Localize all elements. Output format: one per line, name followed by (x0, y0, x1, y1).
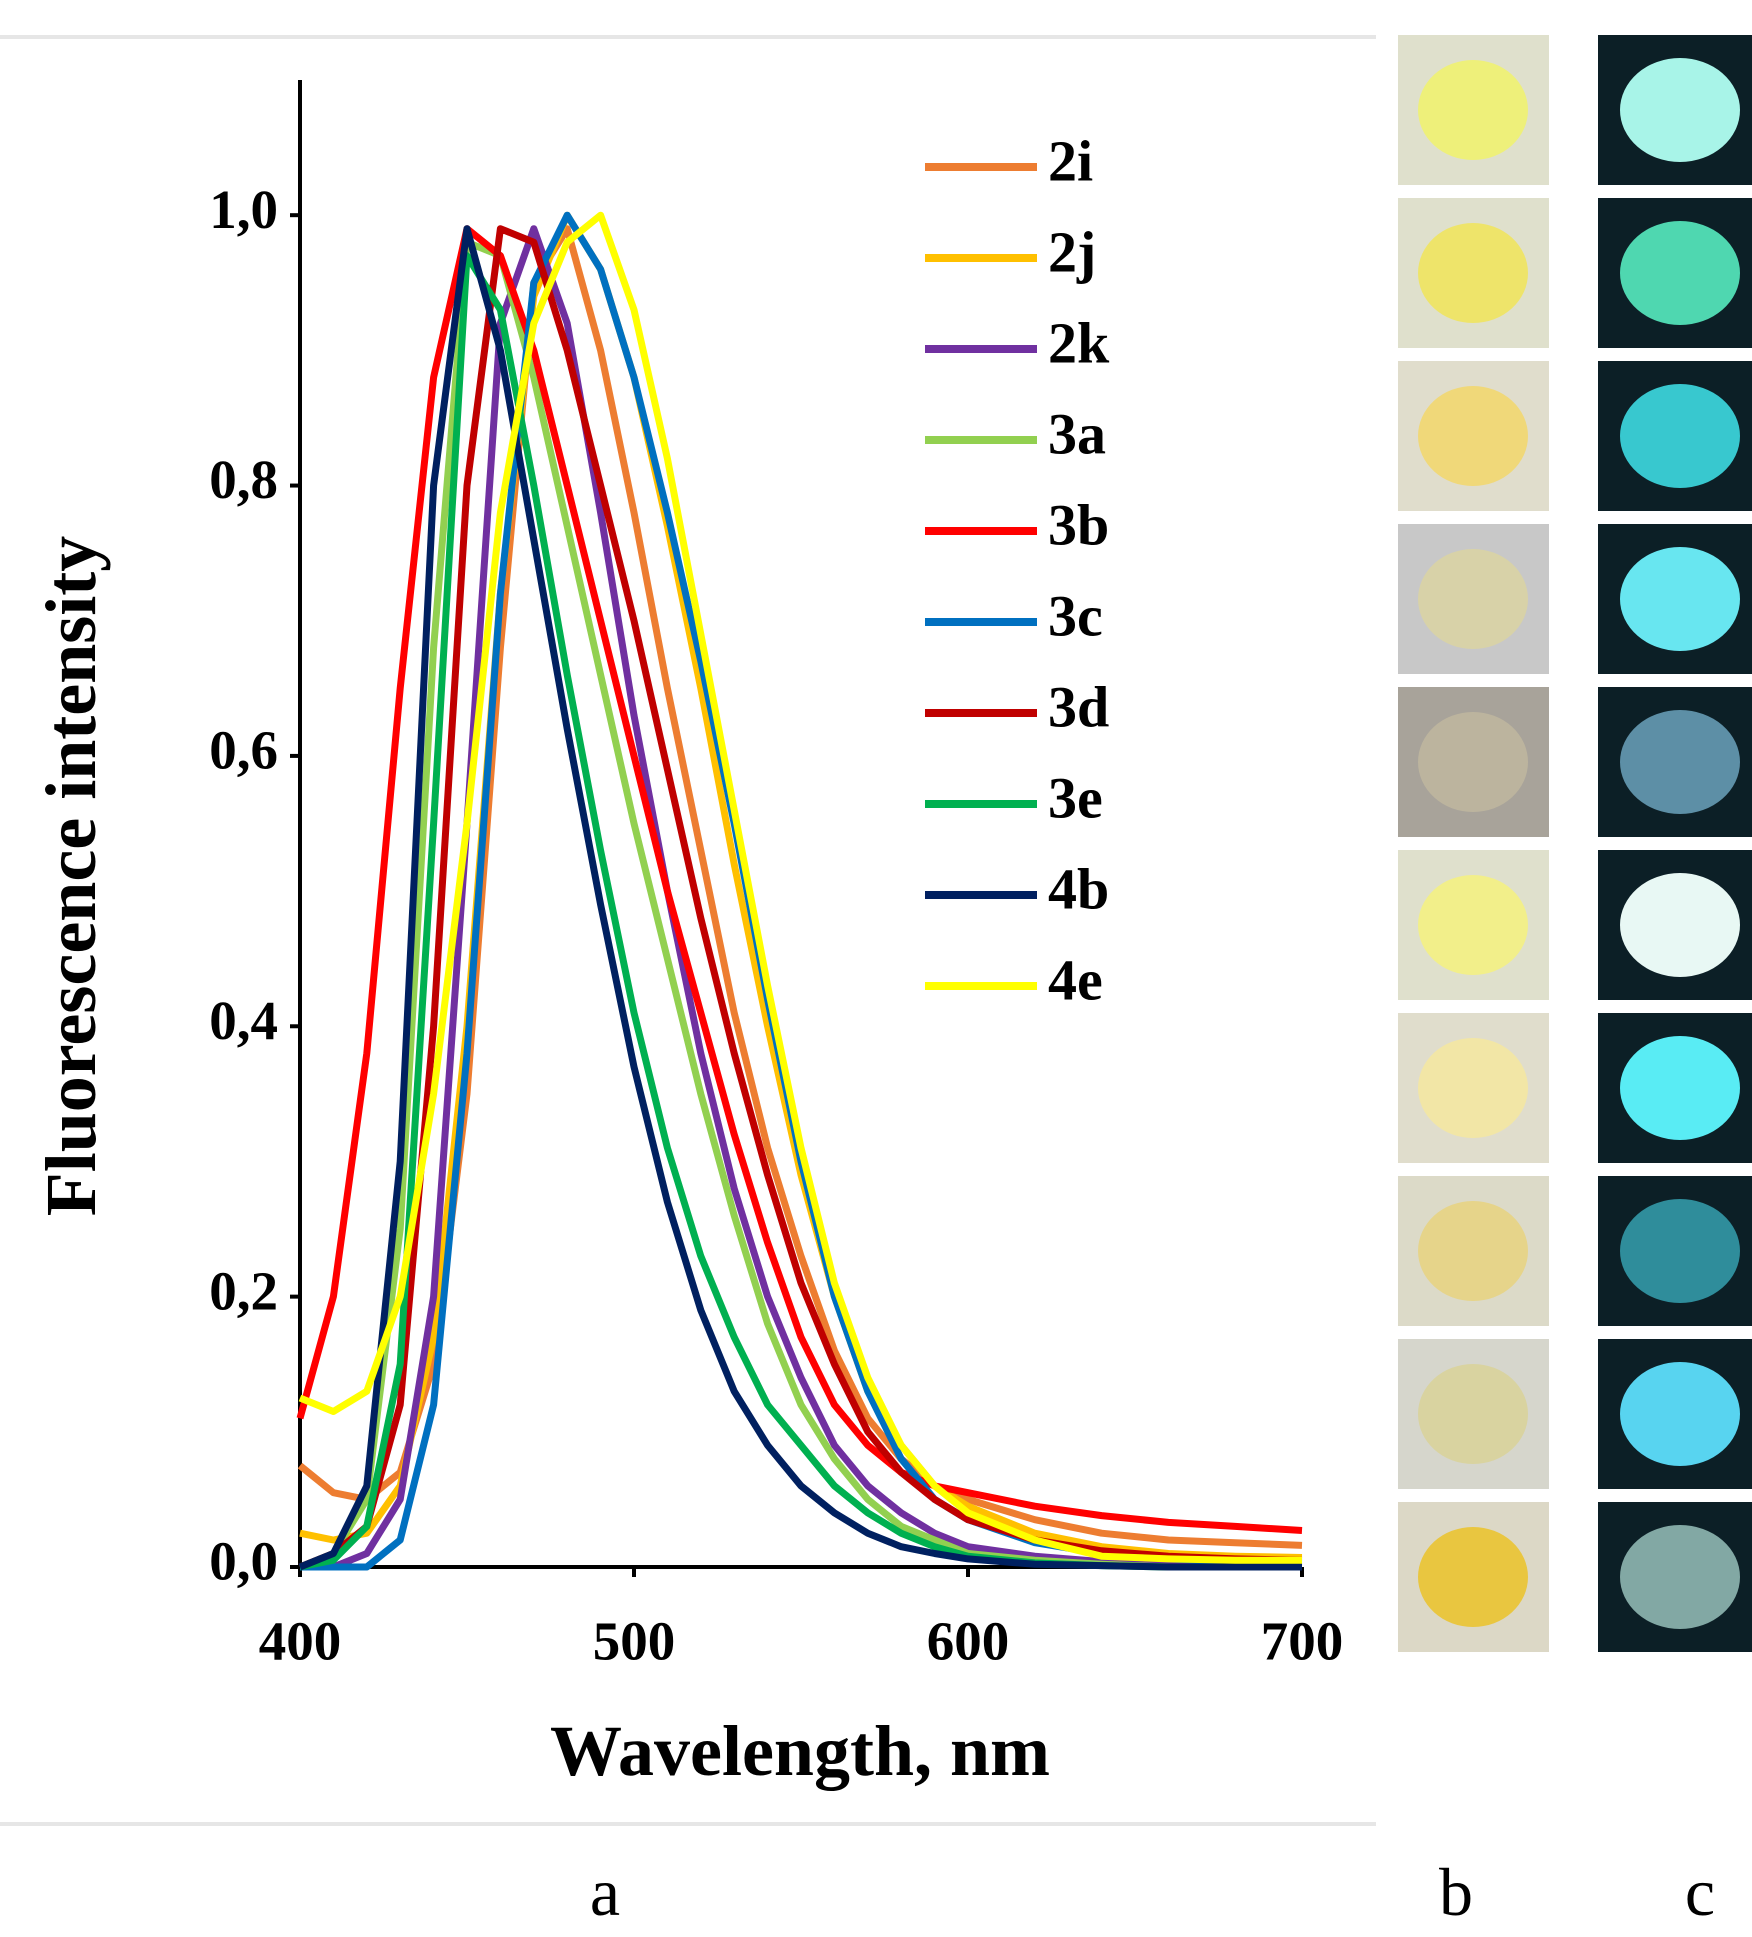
sample (1418, 1364, 1528, 1464)
legend-label: 4e (1048, 947, 1103, 1012)
panel-label: b (1439, 1854, 1473, 1930)
legend-label: 3e (1048, 765, 1103, 830)
sample (1620, 384, 1740, 488)
legend-label: 4b (1048, 856, 1109, 921)
sample (1418, 386, 1528, 486)
sample (1620, 221, 1740, 325)
panel-label: a (590, 1854, 620, 1930)
legend-label: 2i (1048, 128, 1093, 193)
series-line (300, 242, 1302, 1567)
sample (1418, 1201, 1528, 1301)
sample (1418, 1527, 1528, 1627)
x-tick-label: 400 (259, 1611, 342, 1672)
sample (1620, 58, 1740, 162)
x-tick-label: 700 (1261, 1611, 1344, 1672)
sample (1418, 712, 1528, 812)
x-axis-title: Wavelength, nm (550, 1711, 1050, 1791)
legend-label: 3c (1048, 583, 1103, 648)
x-tick-label: 600 (927, 1611, 1010, 1672)
panel-label: c (1685, 1854, 1715, 1930)
legend-label: 3d (1048, 674, 1109, 739)
sample (1620, 1199, 1740, 1303)
x-tick-label: 500 (593, 1611, 676, 1672)
sample (1620, 1036, 1740, 1140)
sample (1418, 875, 1528, 975)
y-tick-label: 0,0 (209, 1531, 278, 1592)
y-tick-label: 0,8 (209, 449, 278, 510)
legend-label: 3a (1048, 401, 1106, 466)
figure: Wavelength, nm Fluorescence intensity a … (0, 0, 1752, 1937)
sample (1418, 60, 1528, 160)
sample (1620, 1525, 1740, 1629)
y-axis-title: Fluorescence intensity (31, 536, 111, 1217)
sample (1620, 873, 1740, 977)
legend-label: 2k (1048, 310, 1110, 375)
sample (1620, 710, 1740, 814)
y-tick-label: 1,0 (209, 179, 278, 240)
y-tick-label: 0,4 (209, 990, 278, 1051)
y-tick-label: 0,6 (209, 720, 278, 781)
legend-label: 3b (1048, 492, 1109, 557)
sample (1620, 1362, 1740, 1466)
sample (1418, 1038, 1528, 1138)
sample (1620, 547, 1740, 651)
sample (1418, 223, 1528, 323)
sample (1418, 549, 1528, 649)
y-tick-label: 0,2 (209, 1260, 278, 1321)
legend-label: 2j (1048, 219, 1096, 284)
